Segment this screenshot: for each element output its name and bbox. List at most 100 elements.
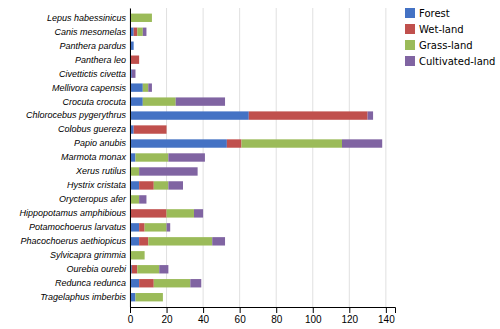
y-tick: Potamochoerus larvatus (29, 222, 130, 232)
x-tick: 140 (378, 307, 395, 325)
y-tick-label: Redunca redunca (55, 278, 126, 288)
bar-segment (143, 97, 176, 105)
y-tick-label: Potamochoerus larvatus (29, 222, 127, 232)
bar-segment (154, 279, 191, 287)
y-tick-label: Lepus habessinicus (47, 13, 127, 23)
bar-segment (145, 223, 167, 231)
x-tick-mark (203, 307, 204, 313)
bar-segment (130, 237, 139, 245)
x-tick-label: 120 (341, 314, 358, 325)
x-tick-mark (349, 307, 350, 313)
bar-segment (130, 209, 167, 217)
legend-swatch (405, 40, 415, 50)
y-tick-label: Hystrix cristata (67, 180, 126, 190)
bar-segment (162, 293, 163, 301)
bar-segment (139, 167, 197, 175)
bar-segment (132, 265, 137, 273)
bar-segment (130, 251, 145, 259)
y-tick-label: Chlorocebus pygerythrus (26, 110, 127, 120)
x-tick-label: 80 (271, 314, 283, 325)
bar-segment (151, 14, 152, 22)
y-tick: Marmota monax (61, 152, 130, 162)
x-tick-mark (240, 307, 241, 313)
bar-segment (137, 265, 159, 273)
y-tick: Sylvicapra grimmia (50, 250, 130, 260)
x-tick: 80 (271, 307, 283, 325)
grid-line (130, 8, 131, 307)
y-tick-label: Panthera leo (75, 55, 126, 65)
y-tick: Tragelaphus imberbis (40, 292, 130, 302)
legend-swatch (405, 24, 415, 34)
bar-segment (168, 153, 205, 161)
y-tick-label: Papio anubis (74, 138, 127, 148)
bar-segment (130, 14, 152, 22)
bar-segment (212, 237, 225, 245)
bar-segment (133, 42, 134, 50)
bar-segment (130, 111, 249, 119)
y-tick: Xerus rutilus (75, 166, 130, 176)
y-tick-label: Ourebia ourebi (66, 264, 127, 274)
y-tick-label: Canis mesomelas (54, 27, 126, 37)
bar-segment (159, 265, 168, 273)
bar-segment (241, 139, 342, 147)
y-tick: Civettictis civetta (59, 69, 130, 79)
x-tick: 20 (161, 307, 173, 325)
y-tick: Ourebia ourebi (66, 264, 130, 274)
bar-segment (139, 223, 144, 231)
x-tick: 40 (198, 307, 210, 325)
x-tick: 60 (235, 307, 247, 325)
bar-segment (168, 181, 183, 189)
y-tick-label: Panthera pardus (59, 41, 126, 51)
x-tick-label: 140 (378, 314, 395, 325)
y-tick: Lepus habessinicus (47, 13, 130, 23)
y-tick-label: Orycteropus afer (59, 194, 127, 204)
x-tick-mark (167, 307, 168, 313)
legend-label: Forest (419, 8, 450, 19)
bar-segment (190, 279, 201, 287)
x-tick-mark (313, 307, 314, 313)
y-tick: Phacochoerus aethiopicus (20, 236, 130, 246)
x-tick: 120 (341, 307, 358, 325)
y-tick-label: Mellivora capensis (52, 83, 127, 93)
bar-segment (166, 125, 167, 133)
y-tick-label: Marmota monax (61, 152, 127, 162)
bar-segment (139, 56, 140, 64)
y-tick: Chlorocebus pygerythrus (26, 110, 130, 120)
legend-label: Cultivated-land (419, 56, 495, 67)
y-tick: Panthera leo (75, 55, 130, 65)
y-tick: Mellivora capensis (52, 83, 130, 93)
x-tick-mark (386, 307, 387, 313)
bar-segment (167, 209, 194, 217)
legend-item: Cultivated-land (405, 56, 495, 67)
grid-line (239, 8, 240, 307)
y-tick: Crocuta crocuta (62, 96, 130, 106)
bar-segment (132, 69, 136, 77)
bar-segment (368, 111, 373, 119)
bar-segment (130, 167, 139, 175)
y-tick: Canis mesomelas (54, 27, 130, 37)
grid-line (385, 8, 386, 307)
bar-segment (130, 56, 139, 64)
bar-segment (130, 223, 139, 231)
legend-item: Grass-land (405, 40, 473, 51)
y-tick-label: Sylvicapra grimmia (50, 250, 126, 260)
bar-segment (135, 293, 162, 301)
legend: ForestWet-landGrass-landCultivated-land (405, 8, 495, 67)
series (130, 14, 342, 302)
chart: 020406080100120140Lepus habessinicusCani… (0, 0, 500, 329)
y-tick: Hippopotamus amphibious (19, 208, 130, 218)
bar-segment (167, 223, 171, 231)
bar-segment (139, 279, 154, 287)
bar-segment (139, 195, 146, 203)
bar-segment (130, 279, 139, 287)
y-axis: Lepus habessinicus Canis mesomelas Panther… (19, 9, 130, 308)
series (132, 28, 382, 288)
plot: 020406080100120140Lepus habessinicusCani… (19, 8, 395, 325)
grid (130, 8, 386, 307)
bar-segment (144, 251, 145, 259)
y-tick-label: Xerus rutilus (75, 166, 127, 176)
bar-segment (342, 139, 382, 147)
legend-item: Forest (405, 8, 450, 19)
series (130, 28, 368, 288)
y-tick-label: Colobus guereza (58, 124, 126, 134)
